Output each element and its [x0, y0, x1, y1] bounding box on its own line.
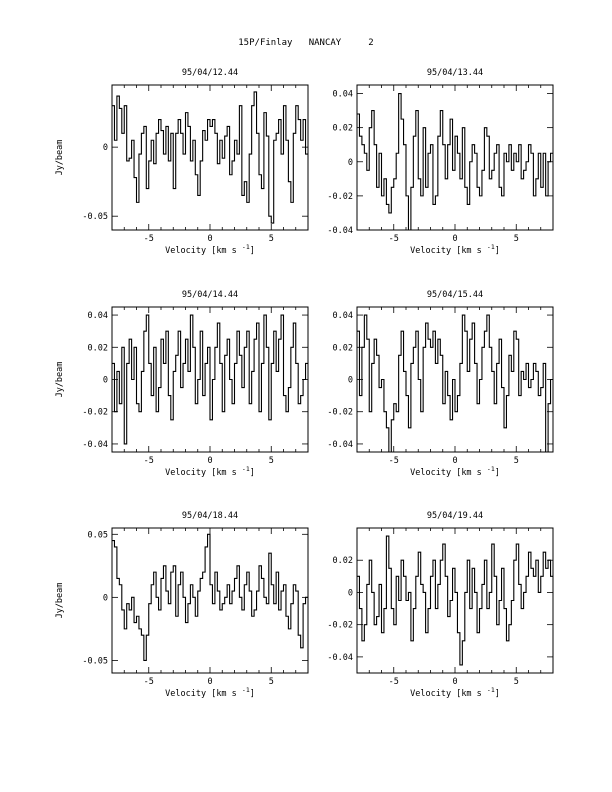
y-tick-label: 0.04: [333, 311, 353, 321]
y-tick-label: -0.04: [327, 226, 353, 236]
x-tick-label: 0: [207, 456, 212, 466]
spectrum-line: [112, 533, 308, 661]
x-tick-label: 5: [269, 234, 274, 244]
spectrum-line: [112, 314, 308, 445]
y-tick-label: -0.02: [327, 621, 353, 631]
y-tick-label: 0.02: [88, 343, 108, 353]
x-tick-label: 5: [514, 456, 519, 466]
x-axis-label: Velocity [km s -1]: [410, 243, 500, 256]
y-tick-label: 0: [103, 376, 108, 386]
y-tick-label: 0.02: [333, 124, 353, 134]
panel-title: 95/04/13.44: [427, 68, 483, 78]
y-tick-label: 0: [348, 376, 353, 386]
x-tick-label: 0: [452, 677, 457, 687]
x-tick-label: 0: [452, 456, 457, 466]
x-tick-label: 5: [269, 456, 274, 466]
y-tick-label: 0.04: [333, 90, 353, 100]
y-tick-label: 0.02: [333, 343, 353, 353]
x-tick-label: 0: [207, 677, 212, 687]
y-axis-label: Jy/beam: [55, 583, 65, 619]
y-tick-label: 0: [348, 588, 353, 598]
y-tick-label: 0.04: [88, 311, 108, 321]
y-tick-label: -0.04: [327, 440, 353, 450]
x-axis-label: Velocity [km s -1]: [165, 243, 255, 256]
x-tick-label: -5: [389, 677, 399, 687]
spectrum-panel-2: -5 0 5 0.04 0.02 0 -0.02 -0.04 95/04/13.44 Veloci…: [327, 68, 554, 256]
y-tick-label: -0.02: [327, 408, 353, 418]
panel-title: 95/04/12.44: [182, 68, 238, 78]
y-tick-label: -0.05: [82, 212, 108, 222]
y-axis-label: Jy/beam: [55, 140, 65, 176]
y-tick-label: 0: [103, 143, 108, 153]
y-tick-label: -0.04: [82, 440, 108, 450]
panel-title: 95/04/15.44: [427, 290, 483, 300]
x-tick-label: -5: [389, 234, 399, 244]
y-tick-label: 0.05: [88, 530, 108, 540]
spectrum-panel-5: -5 0 5 0.05 0 -0.05 95/04/18.44 Velocity [km s …: [55, 511, 309, 699]
y-tick-label: 0.02: [333, 556, 353, 566]
spectrum-panel-3: -5 0 5 0.04 0.02 0 -0.02 -0.04 95/04/14.44 Veloci…: [55, 290, 309, 478]
x-tick-label: -5: [144, 456, 154, 466]
plot-frame: [111, 84, 309, 231]
x-axis-label: Velocity [km s -1]: [165, 686, 255, 699]
panel-title: 95/04/18.44: [182, 511, 238, 521]
x-tick-label: -5: [144, 234, 154, 244]
x-tick-label: -5: [389, 456, 399, 466]
spectrum-line: [357, 314, 553, 453]
y-tick-label: -0.04: [327, 653, 353, 663]
spectrum-panel-1: -5 0 5 0 -0.05 95/04/12.44 Velocity [km s -1] J…: [55, 68, 309, 256]
y-tick-label: -0.05: [82, 656, 108, 666]
spectrum-line: [357, 92, 553, 231]
x-tick-label: 5: [514, 234, 519, 244]
y-axis-label: Jy/beam: [55, 362, 65, 398]
x-tick-label: 0: [452, 234, 457, 244]
spectrum-line: [357, 535, 553, 666]
spectrum-panel-4: -5 0 5 0.04 0.02 0 -0.02 -0.04 95/04/15.44 Veloci…: [327, 290, 554, 478]
x-axis-label: Velocity [km s -1]: [165, 465, 255, 478]
x-tick-label: -5: [144, 677, 154, 687]
x-axis-label: Velocity [km s -1]: [410, 465, 500, 478]
spectrum-line: [112, 91, 308, 224]
x-tick-label: 0: [207, 234, 212, 244]
page-title: 15P/Finlay NANCAY 2: [238, 38, 374, 48]
y-tick-label: -0.02: [82, 408, 108, 418]
spectrum-panel-6: -5 0 5 0.02 0 -0.02 -0.04 95/04/19.44 Velocity […: [327, 511, 554, 699]
panel-title: 95/04/19.44: [427, 511, 483, 521]
panel-title: 95/04/14.44: [182, 290, 238, 300]
x-tick-label: 5: [514, 677, 519, 687]
x-tick-label: 5: [269, 677, 274, 687]
x-axis-label: Velocity [km s -1]: [410, 686, 500, 699]
y-tick-label: -0.02: [327, 192, 353, 202]
y-tick-label: 0: [348, 158, 353, 168]
y-tick-label: 0: [103, 593, 108, 603]
